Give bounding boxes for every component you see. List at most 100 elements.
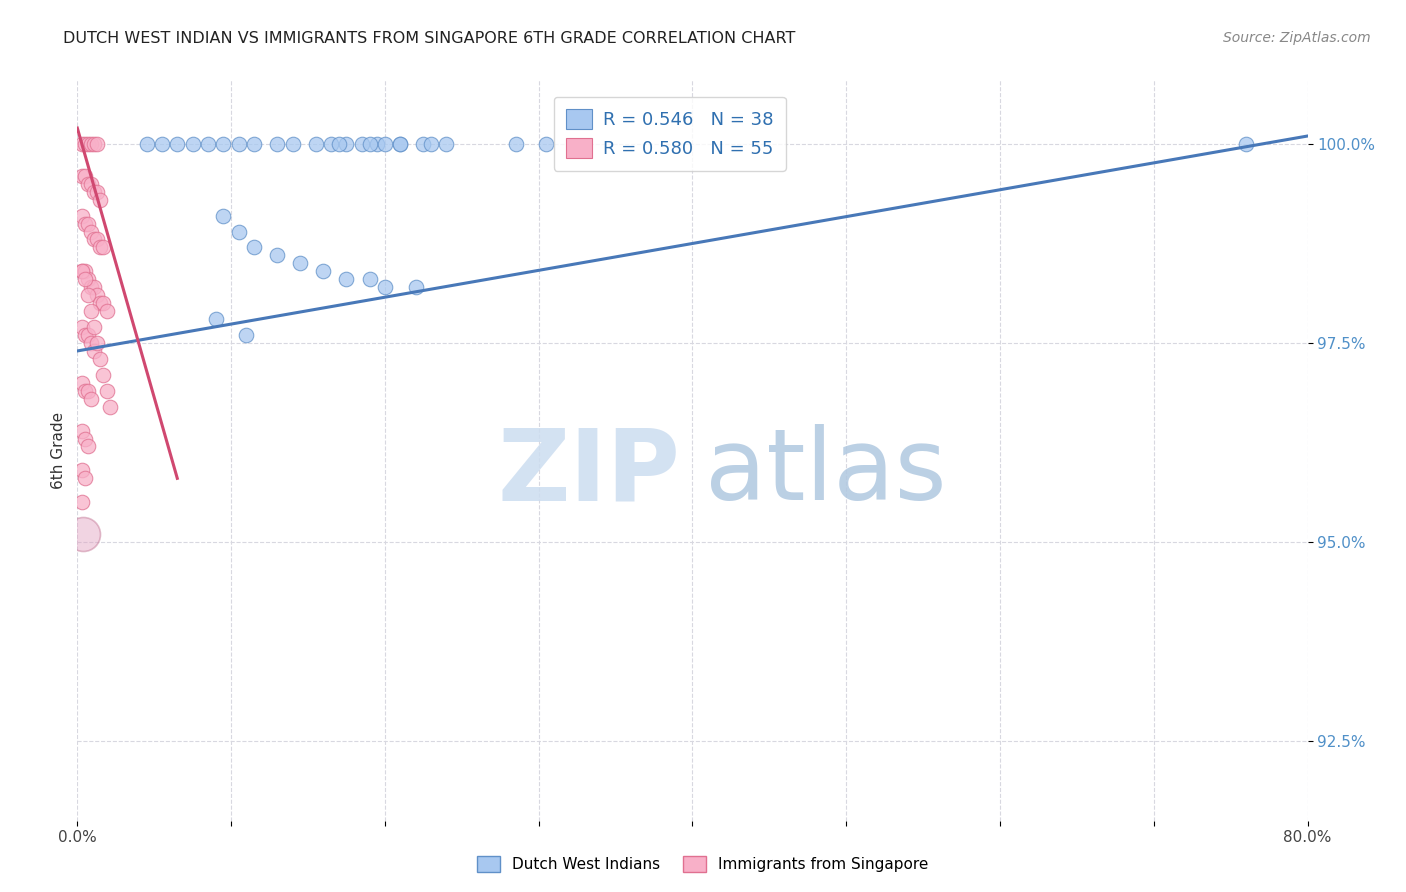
Point: [80, 336, 103, 351]
Point: [328, 136, 350, 151]
Point: [350, 136, 373, 151]
Point: [73, 272, 96, 286]
Point: [335, 272, 357, 286]
Point: [86, 136, 108, 151]
Point: [72, 527, 94, 541]
Point: [73, 217, 96, 231]
Point: [80, 304, 103, 318]
Point: [166, 136, 188, 151]
Point: [80, 392, 103, 406]
Point: [73, 169, 96, 183]
Point: [374, 136, 396, 151]
Point: [80, 225, 103, 239]
Point: [70, 376, 93, 390]
Point: [73, 432, 96, 446]
Point: [70, 136, 93, 151]
Point: [89, 296, 111, 310]
Point: [197, 136, 219, 151]
Point: [243, 240, 266, 254]
Point: [73, 328, 96, 343]
Point: [359, 136, 381, 151]
Point: [80, 136, 103, 151]
Point: [89, 240, 111, 254]
Point: [83, 343, 105, 358]
Point: [93, 296, 115, 310]
Point: [98, 400, 121, 414]
Point: [412, 136, 434, 151]
Point: [77, 217, 100, 231]
Point: [77, 384, 100, 398]
Point: [96, 304, 118, 318]
Point: [290, 256, 312, 270]
Point: [305, 136, 328, 151]
Point: [93, 240, 115, 254]
Point: [70, 169, 93, 183]
Point: [73, 264, 96, 278]
Point: [266, 136, 288, 151]
Legend: Dutch West Indians, Immigrants from Singapore: Dutch West Indians, Immigrants from Sing…: [470, 848, 936, 880]
Point: [135, 136, 157, 151]
Point: [73, 136, 96, 151]
Point: [405, 280, 427, 294]
Point: [281, 136, 304, 151]
Point: [86, 185, 108, 199]
Point: [83, 136, 105, 151]
Point: [83, 185, 105, 199]
Point: [204, 312, 226, 326]
Point: [212, 136, 235, 151]
Point: [70, 209, 93, 223]
Point: [228, 136, 250, 151]
Point: [150, 136, 173, 151]
Point: [77, 328, 100, 343]
Point: [89, 351, 111, 366]
Point: [70, 264, 93, 278]
Point: [77, 177, 100, 191]
Point: [235, 328, 257, 343]
Point: [374, 280, 396, 294]
Point: [96, 384, 118, 398]
Point: [359, 272, 381, 286]
Point: [1234, 136, 1257, 151]
Point: [389, 136, 412, 151]
Point: [228, 225, 250, 239]
Point: [312, 264, 335, 278]
Point: [70, 463, 93, 477]
Point: [212, 209, 235, 223]
Y-axis label: 6th Grade: 6th Grade: [51, 412, 66, 489]
Point: [83, 232, 105, 246]
Point: [319, 136, 342, 151]
Point: [243, 136, 266, 151]
Point: [70, 320, 93, 334]
Text: DUTCH WEST INDIAN VS IMMIGRANTS FROM SINGAPORE 6TH GRADE CORRELATION CHART: DUTCH WEST INDIAN VS IMMIGRANTS FROM SIN…: [63, 31, 796, 46]
Point: [80, 177, 103, 191]
Point: [80, 280, 103, 294]
Point: [77, 272, 100, 286]
Point: [86, 232, 108, 246]
Point: [70, 495, 93, 509]
Point: [366, 136, 388, 151]
Point: [70, 424, 93, 438]
Point: [83, 280, 105, 294]
Point: [505, 136, 527, 151]
Text: ZIP: ZIP: [498, 425, 681, 521]
Point: [436, 136, 458, 151]
Point: [181, 136, 204, 151]
Legend: R = 0.546   N = 38, R = 0.580   N = 55: R = 0.546 N = 38, R = 0.580 N = 55: [554, 96, 786, 170]
Point: [86, 336, 108, 351]
Text: atlas: atlas: [704, 425, 946, 521]
Point: [335, 136, 357, 151]
Point: [93, 368, 115, 382]
Point: [77, 440, 100, 454]
Point: [89, 193, 111, 207]
Point: [70, 264, 93, 278]
Point: [83, 320, 105, 334]
Point: [266, 248, 288, 262]
Text: Source: ZipAtlas.com: Source: ZipAtlas.com: [1223, 31, 1371, 45]
Point: [536, 136, 558, 151]
Point: [77, 136, 100, 151]
Point: [77, 288, 100, 302]
Point: [73, 384, 96, 398]
Point: [420, 136, 443, 151]
Point: [389, 136, 412, 151]
Point: [86, 288, 108, 302]
